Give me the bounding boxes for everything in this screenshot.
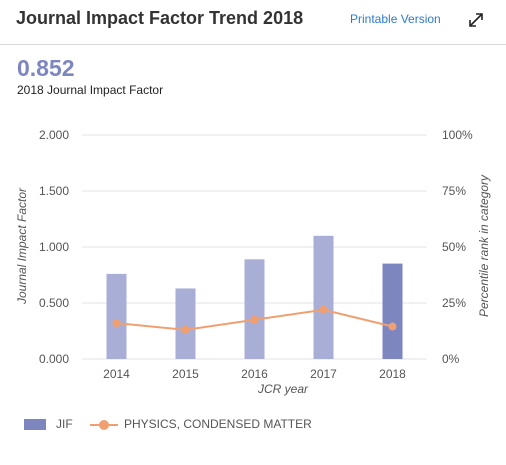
x-tick-label: 2014	[103, 367, 130, 381]
jif-bar-2016	[244, 259, 265, 359]
y-tick-left: 2.000	[39, 128, 69, 142]
y-tick-right: 25%	[442, 296, 466, 310]
legend-item-jif: JIF	[24, 416, 73, 432]
category-point-2014	[112, 319, 121, 328]
x-tick-label: 2018	[379, 367, 406, 381]
x-axis-ticks: 2014 2015 2016 2017 2018	[103, 367, 406, 381]
jif-bar-2015	[175, 288, 196, 359]
jif-bar-2018	[382, 263, 403, 359]
expand-arrows-icon[interactable]	[464, 8, 488, 32]
bar-series	[106, 235, 403, 359]
jif-bar-2017	[313, 235, 334, 359]
category-point-2015	[181, 325, 190, 334]
y-tick-left: 0.000	[39, 352, 69, 366]
category-point-2017	[319, 305, 328, 314]
y-axis-left-label: Journal Impact Factor	[15, 187, 29, 305]
category-point-2016	[250, 315, 259, 324]
jif-bar-2014	[106, 273, 127, 359]
jif-label: 2018 Journal Impact Factor	[17, 83, 164, 97]
x-tick-label: 2016	[241, 367, 268, 381]
y-tick-right: 100%	[442, 128, 473, 142]
x-axis-label: JCR year	[257, 382, 309, 396]
jif-trend-chart: 0.000 0.500 1.000 1.500 2.000 0% 25% 50% 75% 100…	[15, 128, 491, 396]
panel-title: Journal Impact Factor Trend 2018	[16, 8, 304, 28]
legend-item-category: PHYSICS, CONDENSED MATTER	[90, 416, 312, 432]
x-tick-label: 2017	[310, 367, 337, 381]
panel-header: Journal Impact Factor Trend 2018 Printab…	[0, 0, 506, 45]
printable-version-link[interactable]: Printable Version	[350, 12, 441, 26]
y-axis-right-label: Percentile rank in category	[477, 174, 491, 317]
y-tick-left: 1.000	[39, 240, 69, 254]
chart-grid	[82, 134, 427, 360]
legend-line-swatch	[90, 419, 118, 430]
y-axis-right-ticks: 0% 25% 50% 75% 100%	[442, 128, 473, 366]
legend-bar-swatch	[24, 418, 46, 430]
line-series	[112, 305, 397, 334]
jif-value: 0.852	[17, 55, 75, 81]
x-tick-label: 2015	[172, 367, 199, 381]
y-axis-left-ticks: 0.000 0.500 1.000 1.500 2.000	[39, 128, 69, 366]
y-tick-right: 0%	[442, 352, 460, 366]
category-point-2018	[388, 322, 397, 331]
legend-label-jif: JIF	[56, 417, 73, 431]
y-tick-left: 1.500	[39, 184, 69, 198]
legend-label-category: PHYSICS, CONDENSED MATTER	[124, 417, 312, 431]
y-tick-right: 50%	[442, 240, 466, 254]
y-tick-left: 0.500	[39, 296, 69, 310]
y-tick-right: 75%	[442, 184, 466, 198]
